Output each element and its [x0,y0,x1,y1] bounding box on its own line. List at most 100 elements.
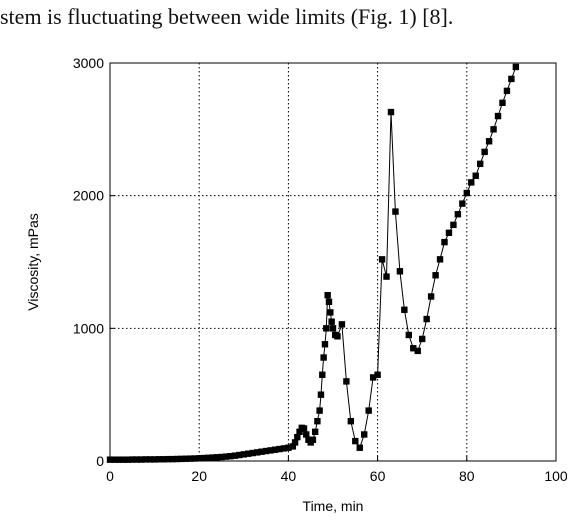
data-point [468,179,475,186]
y-axis-title: Viscosity, mPas [25,213,41,311]
data-point [436,256,444,263]
data-point [361,431,368,438]
data-point [356,444,363,451]
data-point [245,450,252,457]
x-tick-label: 0 [106,468,114,484]
data-point [236,451,243,459]
x-tick-label: 20 [191,468,207,484]
data-point [320,354,327,361]
data-point [383,273,390,280]
data-point [187,455,194,462]
data-point [316,407,323,414]
data-point [155,456,163,463]
x-tick-label: 100 [544,468,568,484]
plot-frame [109,62,557,462]
data-point [414,347,421,355]
data-point [324,291,331,299]
data-point [352,437,359,445]
data-point [240,451,247,458]
data-point [218,453,225,461]
data-point [300,425,308,432]
data-point [309,436,317,443]
data-point [231,452,239,459]
data-point [227,453,234,460]
data-point [142,456,149,463]
data-point [222,453,230,460]
data-point [485,138,493,145]
data-point [328,318,335,325]
x-tick-label: 80 [459,468,475,484]
data-point [445,229,453,237]
data-point [512,63,520,71]
data-point [329,325,337,332]
grid-lines [110,63,556,461]
data-point [169,455,176,463]
data-point [374,371,381,378]
data-point [338,321,346,328]
y-tick-label: 2000 [73,188,104,204]
data-point [476,160,484,168]
data-point [419,335,426,343]
data-point [314,418,321,425]
series-line [110,66,517,461]
series-line-0 [110,66,517,461]
y-tick-label: 3000 [73,55,104,71]
data-point [410,345,417,352]
data-point [133,456,140,463]
data-point [508,75,515,83]
data-point [343,378,350,385]
data-point [249,449,256,457]
data-point [253,449,261,456]
x-axis-title: Time, min [303,498,364,514]
data-point [432,272,439,279]
data-point [276,445,283,453]
data-point [204,454,212,462]
data-point [427,293,435,300]
data-point [319,371,326,378]
x-tick-label: 60 [370,468,386,484]
data-point [321,341,329,348]
data-point [327,309,334,316]
data-point [441,238,448,246]
data-point [178,455,185,463]
x-tick-label: 40 [281,468,297,484]
data-point [164,455,172,463]
data-point [490,126,497,133]
y-tick-label: 1000 [73,320,104,336]
data-point [271,446,279,453]
data-point [267,447,274,454]
data-point [138,456,145,463]
data-point [311,428,319,436]
data-point [296,428,303,436]
data-point [450,221,457,229]
data-point [405,331,413,339]
data-point [124,456,132,463]
data-point [325,298,333,305]
data-point [160,456,167,463]
data-point [334,333,341,340]
data-point [120,456,127,463]
data-point [503,87,511,95]
data-point [191,455,198,462]
data-point [387,108,395,116]
caption-text: stem is fluctuating between wide limits … [0,4,454,29]
data-point [481,148,488,156]
data-point [472,172,479,179]
data-point [494,112,502,120]
data-point [454,211,462,218]
data-point [423,315,430,323]
data-point [129,456,136,463]
data-point [173,455,181,463]
y-tick-label: 0 [96,453,104,469]
data-point [289,443,297,450]
data-point [317,391,325,398]
data-point [285,444,292,451]
data-point [303,431,310,438]
data-point [369,374,377,381]
data-point [280,445,288,452]
data-point [323,325,330,332]
data-point [378,256,386,263]
data-point [396,268,404,275]
